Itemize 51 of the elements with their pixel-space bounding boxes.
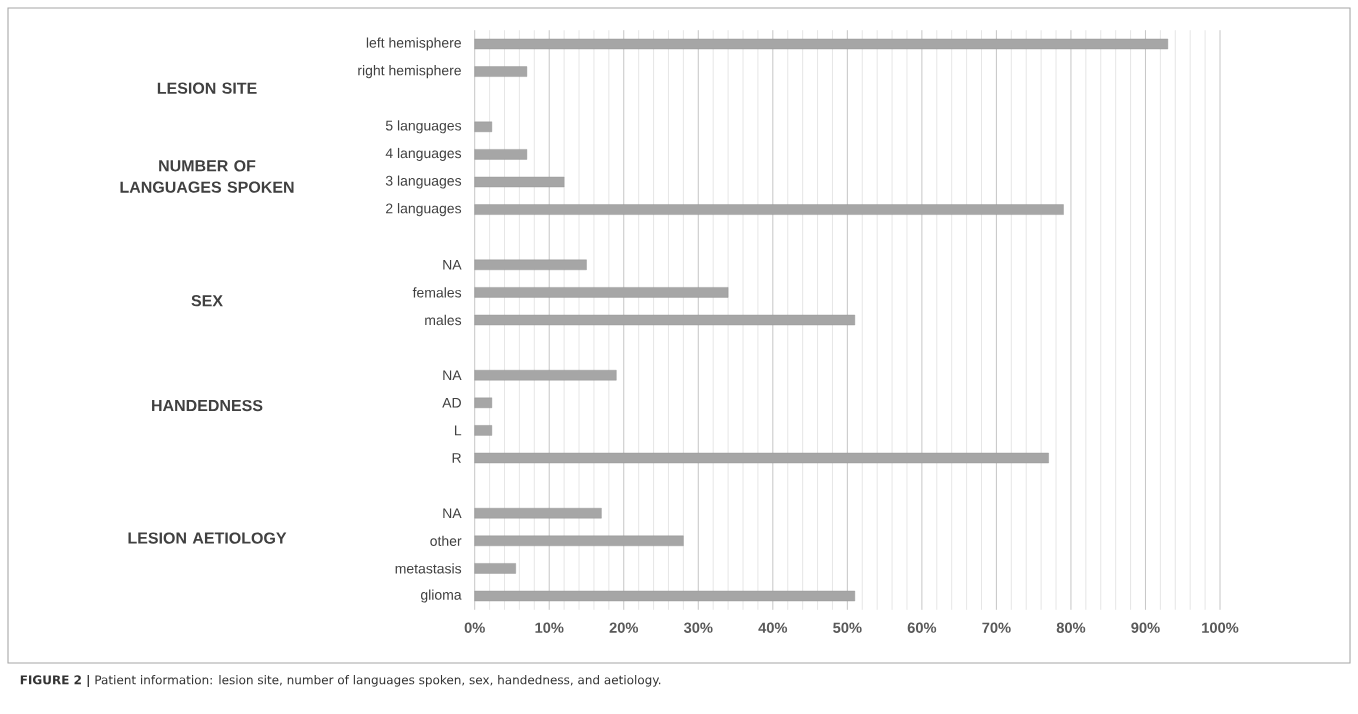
x-tick-label: 30% xyxy=(683,622,713,633)
y-tick-label: males xyxy=(425,314,462,326)
y-tick-label: L xyxy=(455,425,462,436)
bar xyxy=(474,535,684,546)
bar xyxy=(474,590,856,602)
y-tick-label: AD xyxy=(442,398,461,408)
y-tick-label: NA xyxy=(443,508,462,519)
x-tick-label: 50% xyxy=(833,622,862,633)
bar xyxy=(474,397,493,408)
text: LESION SITE xyxy=(157,82,257,94)
bar xyxy=(474,563,516,574)
y-tick-label: metastasis xyxy=(395,563,462,574)
bar xyxy=(474,204,1064,215)
text: LESION AETIOLOGY xyxy=(128,532,287,544)
bar xyxy=(474,66,528,77)
x-tick-label: 100% xyxy=(1202,622,1239,633)
x-tick-label: 0% xyxy=(464,622,485,633)
x-tick-label: 20% xyxy=(609,622,639,633)
bar xyxy=(474,314,856,326)
bar xyxy=(474,425,493,436)
x-tick-label: 60% xyxy=(907,622,937,633)
bar xyxy=(474,287,729,298)
bar xyxy=(474,38,1169,50)
x-tick-label: 90% xyxy=(1131,622,1160,633)
y-tick-label: R xyxy=(452,453,461,463)
y-tick-label: 3 languages xyxy=(385,175,462,189)
y-tick-label: right hemisphere xyxy=(358,65,461,79)
y-tick-label: 2 languages xyxy=(386,203,462,217)
bar xyxy=(474,259,587,270)
y-tick-label: left hemisphere xyxy=(366,37,461,51)
x-tick-label: 10% xyxy=(535,622,564,633)
x-tick-label: 40% xyxy=(758,622,788,633)
y-tick-label: NA xyxy=(443,260,462,270)
text: NUMBER OF LANGUAGES SPOKEN xyxy=(120,160,294,193)
bar xyxy=(474,176,565,188)
y-tick-label: females xyxy=(412,287,462,298)
y-tick-label: NA xyxy=(443,370,462,381)
text: SEX xyxy=(191,295,223,307)
bar xyxy=(474,452,1049,464)
y-tick-label: 4 languages xyxy=(385,147,462,161)
bar xyxy=(474,370,617,381)
x-tick-label: 70% xyxy=(982,622,1011,633)
y-tick-label: 5 languages xyxy=(385,120,462,134)
y-tick-label: other xyxy=(430,535,462,546)
bar xyxy=(474,508,602,519)
bar xyxy=(474,121,493,132)
bar xyxy=(474,149,528,160)
text: FIGURE 2 | Patient information: lesion site, number of languages spoken, sex, handedness, and aetiology. xyxy=(20,674,661,687)
x-tick-label: 80% xyxy=(1056,622,1086,633)
y-tick-label: glioma xyxy=(420,589,462,603)
text: HANDEDNESS xyxy=(152,399,263,412)
